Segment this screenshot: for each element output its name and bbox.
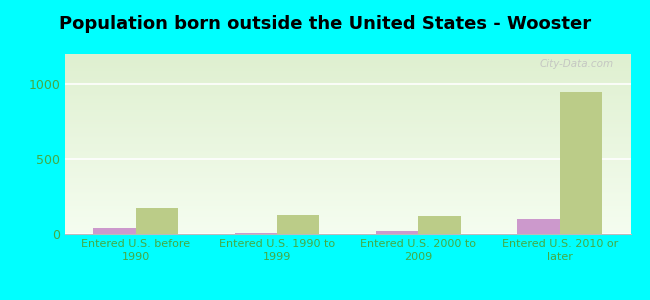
Bar: [517, 219, 560, 234]
Bar: [419, 216, 461, 234]
Bar: [235, 232, 277, 234]
Text: Population born outside the United States - Wooster: Population born outside the United State…: [59, 15, 591, 33]
Bar: [560, 92, 602, 234]
Text: City-Data.com: City-Data.com: [540, 59, 614, 69]
Bar: [94, 228, 136, 234]
Bar: [376, 231, 419, 234]
Bar: [277, 214, 319, 234]
Bar: [136, 208, 178, 234]
